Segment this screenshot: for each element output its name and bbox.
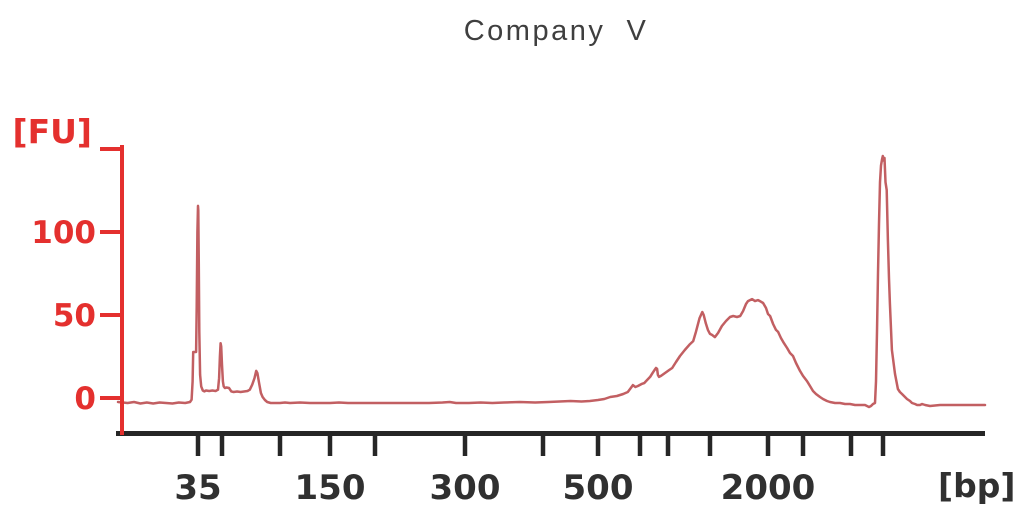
x-tick-label: 150 [295, 468, 366, 508]
x-tick-label: 2000 [721, 468, 816, 508]
y-axis-unit-label: [FU] [12, 112, 92, 151]
chart-title: Company V [463, 15, 649, 47]
y-tick-label: 0 [74, 381, 96, 417]
y-tick-label: 100 [31, 215, 96, 251]
x-tick-label: 300 [430, 468, 501, 508]
electropherogram-trace [116, 154, 987, 409]
x-axis-unit-label: [bp] [938, 466, 1016, 505]
x-tick-label: 35 [174, 468, 221, 508]
x-tick-label: 500 [563, 468, 634, 508]
y-tick-label: 50 [53, 298, 96, 334]
